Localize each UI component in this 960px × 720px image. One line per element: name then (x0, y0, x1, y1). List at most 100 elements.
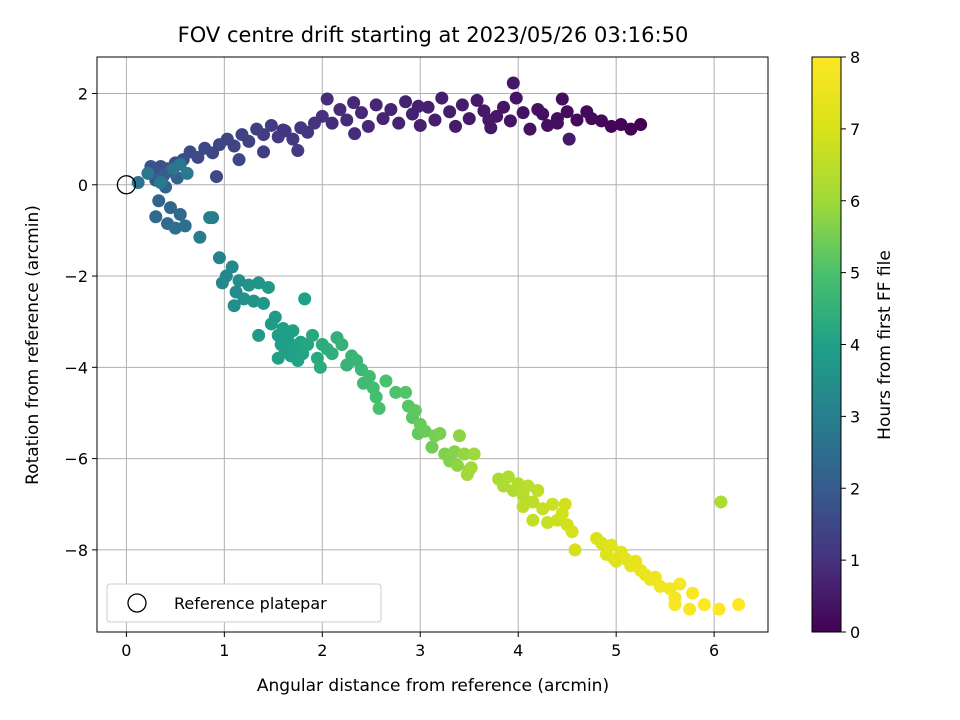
data-point (232, 153, 246, 167)
data-point (173, 207, 187, 221)
x-tick-label: 0 (121, 641, 131, 660)
data-point (452, 429, 466, 443)
colorbar-tick-label: 2 (850, 479, 860, 498)
data-point (307, 116, 321, 130)
data-point (467, 447, 481, 461)
y-axis-label: Rotation from reference (arcmin) (23, 205, 43, 485)
data-point (168, 221, 182, 235)
x-tick-label: 4 (513, 641, 523, 660)
data-point (257, 296, 271, 310)
data-point (712, 602, 726, 616)
data-point (450, 458, 464, 472)
data-point (464, 461, 478, 475)
data-point (372, 401, 386, 415)
data-point (568, 543, 582, 557)
data-point (399, 385, 413, 399)
data-point (509, 91, 523, 105)
data-point (541, 118, 555, 132)
data-point (325, 347, 339, 361)
data-point (604, 538, 618, 552)
colorbar (811, 56, 842, 633)
colorbar-tick-label: 0 (850, 623, 860, 642)
data-point (276, 322, 290, 336)
data-point (180, 166, 194, 180)
data-point (154, 175, 168, 189)
data-point (198, 141, 212, 155)
data-point (227, 299, 241, 313)
y-tick-label: −4 (64, 358, 88, 377)
data-point (470, 93, 484, 107)
data-point (291, 144, 305, 158)
data-point (313, 360, 327, 374)
legend-label: Reference platepar (174, 594, 327, 613)
data-point (232, 274, 246, 288)
reference-marker (116, 175, 137, 195)
x-axis-label: Angular distance from reference (arcmin) (257, 676, 609, 696)
data-point (399, 95, 413, 109)
data-point (413, 118, 427, 132)
data-point (536, 502, 550, 516)
y-tick-label: −6 (64, 450, 88, 469)
data-point (421, 100, 435, 114)
data-point (560, 105, 574, 119)
data-point (558, 497, 572, 511)
x-axis-ticks: 0 1 2 3 4 5 6 (121, 632, 719, 660)
data-point (264, 118, 278, 132)
data-point (411, 99, 425, 113)
data-point (506, 76, 520, 90)
data-point (673, 577, 687, 591)
legend: Reference platepar (106, 583, 382, 623)
data-point (376, 112, 390, 126)
data-point (570, 113, 584, 127)
data-point (521, 479, 535, 493)
data-point (252, 276, 266, 290)
data-point (516, 500, 530, 514)
data-point (152, 194, 166, 208)
data-point (562, 132, 576, 146)
data-point (455, 98, 469, 112)
data-point (306, 328, 320, 342)
data-point (210, 170, 224, 184)
data-point (523, 122, 537, 136)
data-point (237, 292, 251, 306)
data-point (511, 477, 525, 491)
data-point (257, 145, 271, 159)
colorbar-tick-label: 1 (850, 551, 860, 570)
y-tick-label: −2 (64, 267, 88, 286)
data-point (536, 107, 550, 121)
data-point (379, 374, 393, 388)
data-point (607, 552, 621, 566)
data-point (531, 484, 545, 498)
data-point (550, 112, 564, 126)
data-point (362, 369, 376, 383)
data-point (212, 251, 226, 265)
data-point (335, 338, 349, 351)
data-point (348, 127, 362, 141)
data-point (624, 122, 638, 136)
data-point (425, 440, 439, 454)
scatter-points (131, 76, 746, 616)
data-point (653, 579, 667, 593)
data-point (503, 114, 517, 128)
y-tick-label: 0 (78, 176, 88, 195)
data-point (389, 385, 403, 399)
colorbar-ticks: 0 1 2 3 4 5 6 7 8 (841, 48, 860, 642)
data-point (271, 351, 285, 365)
colorbar-tick-label: 4 (850, 336, 860, 355)
data-point (173, 157, 187, 171)
data-point (634, 118, 648, 132)
data-point (435, 91, 449, 105)
data-point (193, 230, 207, 244)
data-point (178, 219, 192, 233)
data-point (418, 424, 432, 438)
data-point (604, 119, 618, 133)
data-point (320, 92, 334, 106)
colorbar-tick-label: 8 (850, 48, 860, 67)
data-point (340, 113, 354, 127)
data-point (686, 586, 700, 600)
data-point (298, 292, 312, 306)
data-point (683, 602, 697, 616)
data-point (215, 276, 229, 290)
data-point (580, 105, 594, 119)
